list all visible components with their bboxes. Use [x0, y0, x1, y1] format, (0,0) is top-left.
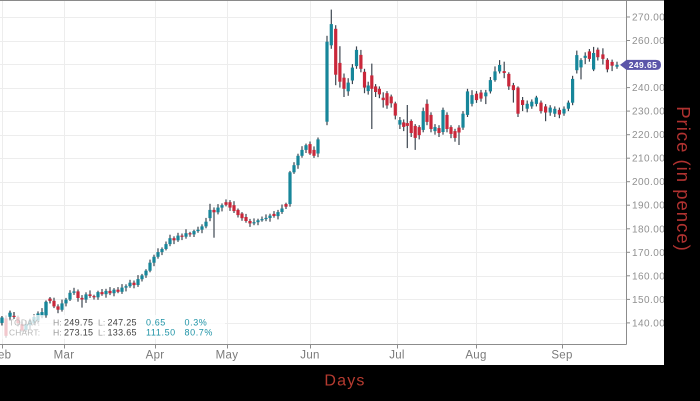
- svg-text:Mar: Mar: [54, 350, 75, 362]
- svg-text:170.00: 170.00: [632, 248, 665, 259]
- svg-text:Price (in pence): Price (in pence): [673, 106, 694, 252]
- svg-text:180.00: 180.00: [632, 224, 665, 235]
- svg-text:111.50: 111.50: [146, 328, 176, 338]
- svg-text:240.00: 240.00: [632, 83, 665, 94]
- svg-text:249.75: 249.75: [64, 318, 93, 328]
- svg-text:230.00: 230.00: [632, 107, 665, 118]
- svg-text:May: May: [216, 350, 239, 362]
- svg-text:Sep: Sep: [551, 350, 572, 362]
- svg-text:Jun: Jun: [300, 350, 319, 362]
- svg-text:150.00: 150.00: [632, 295, 665, 306]
- svg-text:0.3%: 0.3%: [185, 318, 208, 328]
- svg-text:190.00: 190.00: [632, 201, 665, 212]
- svg-text:260.00: 260.00: [632, 36, 665, 47]
- svg-text:Jul: Jul: [389, 350, 405, 362]
- svg-text:133.65: 133.65: [108, 328, 137, 338]
- svg-text:210.00: 210.00: [632, 154, 665, 165]
- svg-text:247.25: 247.25: [108, 318, 137, 328]
- svg-text:80.7%: 80.7%: [185, 328, 214, 338]
- svg-text:0.65: 0.65: [146, 318, 166, 328]
- svg-text:249.65: 249.65: [629, 60, 657, 70]
- svg-text:220.00: 220.00: [632, 130, 665, 141]
- svg-text:160.00: 160.00: [632, 271, 665, 282]
- svg-text:TODAY:: TODAY:: [9, 318, 40, 328]
- svg-text:270.00: 270.00: [632, 13, 665, 24]
- svg-text:CHART:: CHART:: [9, 328, 40, 338]
- svg-text:140.00: 140.00: [632, 318, 665, 329]
- svg-text:H:: H:: [53, 328, 62, 338]
- svg-text:Apr: Apr: [146, 350, 165, 362]
- svg-text:200.00: 200.00: [632, 177, 665, 188]
- svg-text:Aug: Aug: [465, 350, 486, 362]
- svg-text:Days: Days: [324, 373, 365, 390]
- svg-text:L:: L:: [98, 328, 105, 338]
- svg-text:H:: H:: [53, 318, 62, 328]
- svg-text:Feb: Feb: [0, 350, 11, 362]
- svg-text:L:: L:: [98, 318, 105, 328]
- svg-text:273.15: 273.15: [64, 328, 93, 338]
